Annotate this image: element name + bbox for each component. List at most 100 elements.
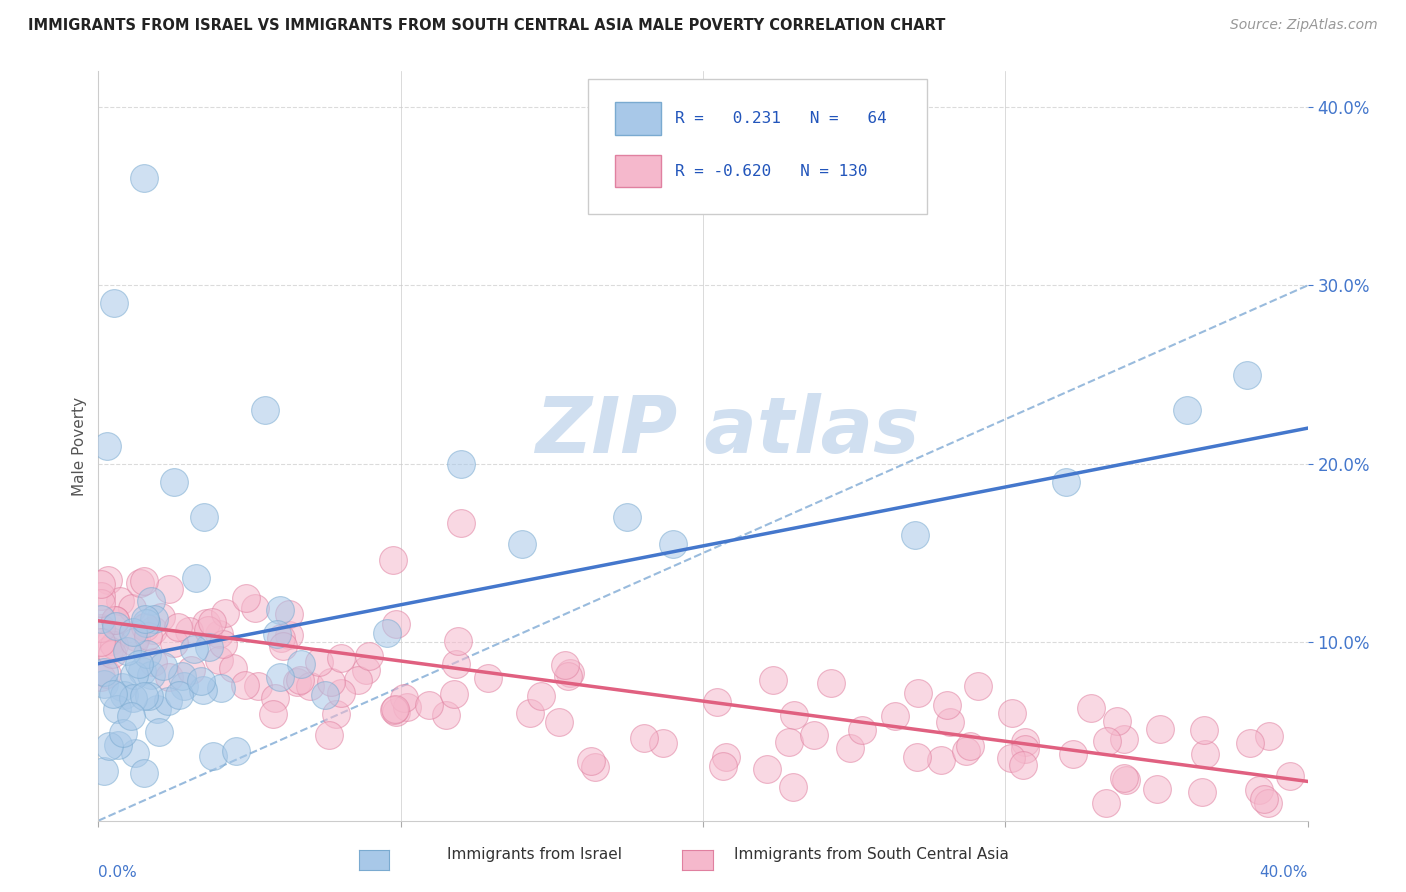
Point bbox=[325, 706, 347, 721]
Point bbox=[1175, 403, 1198, 417]
Point bbox=[384, 617, 406, 632]
Point bbox=[1095, 796, 1118, 810]
Point bbox=[384, 702, 406, 716]
Point bbox=[1258, 729, 1281, 743]
Point bbox=[211, 681, 233, 695]
Point bbox=[530, 689, 553, 703]
Point bbox=[820, 676, 842, 690]
Point bbox=[384, 705, 406, 719]
Point bbox=[1001, 706, 1024, 720]
Point bbox=[103, 613, 125, 627]
Point bbox=[139, 668, 162, 682]
Point bbox=[235, 591, 257, 605]
Point bbox=[131, 664, 153, 678]
Point bbox=[290, 657, 312, 672]
Point bbox=[278, 607, 301, 622]
Point bbox=[134, 574, 156, 589]
Point bbox=[661, 537, 683, 551]
Point bbox=[152, 658, 174, 673]
Point bbox=[222, 661, 245, 675]
Point bbox=[319, 675, 342, 690]
Point bbox=[959, 739, 981, 754]
Point bbox=[1105, 714, 1128, 729]
Point bbox=[447, 634, 470, 648]
Point bbox=[443, 687, 465, 701]
Point bbox=[266, 627, 288, 641]
Point bbox=[169, 688, 191, 702]
Point bbox=[162, 636, 184, 650]
Point bbox=[434, 708, 457, 723]
Point bbox=[93, 677, 115, 691]
Point bbox=[103, 687, 125, 701]
Point bbox=[198, 640, 221, 654]
Point bbox=[1114, 772, 1136, 786]
Point bbox=[904, 528, 927, 542]
Point bbox=[90, 620, 112, 634]
Point bbox=[96, 439, 118, 453]
Point bbox=[1149, 723, 1171, 737]
Point bbox=[1278, 769, 1301, 783]
Point bbox=[907, 686, 929, 700]
Point bbox=[156, 693, 179, 707]
Point bbox=[146, 702, 169, 716]
Point bbox=[285, 675, 308, 690]
Point bbox=[177, 624, 200, 638]
Text: 40.0%: 40.0% bbox=[1260, 865, 1308, 880]
Point bbox=[418, 698, 440, 712]
Point bbox=[1000, 750, 1022, 764]
Point bbox=[170, 669, 193, 683]
Point bbox=[136, 648, 159, 662]
Point bbox=[939, 715, 962, 730]
Point bbox=[124, 747, 146, 761]
Point bbox=[163, 475, 186, 489]
Point bbox=[180, 663, 202, 677]
Point bbox=[208, 653, 231, 667]
Point bbox=[382, 703, 405, 717]
Point bbox=[243, 600, 266, 615]
Point bbox=[839, 740, 862, 755]
Point bbox=[111, 725, 134, 739]
Point bbox=[253, 403, 276, 417]
Text: Immigrants from South Central Asia: Immigrants from South Central Asia bbox=[734, 847, 1010, 862]
Point bbox=[105, 702, 128, 716]
Point bbox=[444, 657, 467, 672]
Point bbox=[112, 689, 135, 703]
Point bbox=[193, 510, 215, 524]
Point bbox=[246, 679, 269, 693]
Point bbox=[98, 643, 121, 657]
Point bbox=[93, 665, 115, 680]
Point bbox=[356, 663, 378, 677]
Point bbox=[375, 625, 398, 640]
Point bbox=[783, 708, 806, 723]
Point bbox=[298, 679, 321, 693]
Point bbox=[143, 612, 166, 626]
Point bbox=[132, 171, 155, 186]
Point bbox=[1236, 368, 1258, 382]
Point bbox=[96, 666, 118, 681]
Point bbox=[110, 594, 132, 608]
Point bbox=[139, 594, 162, 608]
Point bbox=[183, 641, 205, 656]
Point bbox=[201, 748, 224, 763]
Point bbox=[308, 655, 330, 669]
Point bbox=[208, 627, 231, 641]
Point bbox=[190, 674, 212, 689]
Point bbox=[756, 762, 779, 776]
Point bbox=[167, 620, 190, 634]
Point bbox=[122, 667, 145, 681]
Point bbox=[214, 606, 236, 620]
Point bbox=[936, 698, 959, 712]
Point bbox=[97, 573, 120, 587]
Point bbox=[557, 669, 579, 683]
Text: R = -0.620   N = 130: R = -0.620 N = 130 bbox=[675, 163, 868, 178]
Point bbox=[450, 457, 472, 471]
Point bbox=[477, 671, 499, 685]
Point bbox=[103, 296, 125, 310]
Point bbox=[184, 571, 207, 585]
Point bbox=[122, 624, 145, 639]
Point bbox=[100, 633, 122, 648]
FancyBboxPatch shape bbox=[588, 78, 927, 214]
Point bbox=[132, 690, 155, 704]
Point bbox=[1011, 758, 1033, 772]
FancyBboxPatch shape bbox=[614, 154, 661, 187]
